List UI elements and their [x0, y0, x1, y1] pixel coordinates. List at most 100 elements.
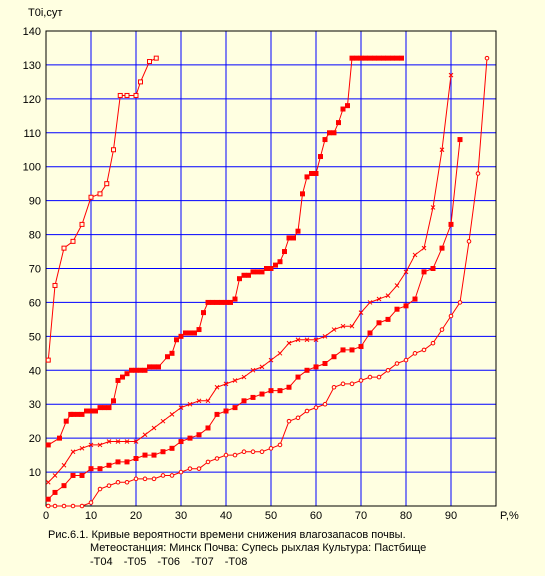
data-point — [340, 323, 346, 329]
data-point — [439, 327, 445, 332]
data-point — [88, 408, 94, 414]
data-point — [133, 439, 139, 444]
data-point — [70, 411, 76, 417]
data-point — [349, 381, 355, 387]
data-point — [394, 361, 400, 366]
data-point — [250, 449, 256, 455]
data-point — [133, 367, 139, 373]
series — [45, 55, 490, 509]
data-point — [313, 364, 319, 370]
data-point — [84, 408, 89, 414]
y-tick-label: 130 — [23, 60, 41, 72]
series-line — [47, 139, 461, 500]
x-tick-label: 0 — [43, 510, 49, 522]
data-point — [241, 398, 247, 404]
data-point — [421, 347, 427, 353]
data-point — [394, 283, 400, 288]
data-point — [295, 228, 301, 234]
data-point — [138, 79, 143, 85]
data-point — [151, 476, 157, 482]
data-point — [421, 245, 427, 251]
data-point — [268, 357, 274, 363]
data-point — [457, 300, 463, 305]
data-point — [124, 439, 130, 444]
data-point — [45, 442, 51, 448]
data-point — [52, 282, 58, 288]
data-point — [57, 435, 62, 441]
data-point — [196, 432, 202, 438]
data-point — [174, 337, 179, 343]
data-point — [336, 120, 341, 126]
series-t04 — [45, 55, 159, 363]
data-point — [358, 378, 364, 383]
x-tick-label: 10 — [85, 510, 97, 522]
data-point — [88, 442, 94, 448]
data-point — [70, 503, 76, 509]
data-point — [448, 313, 454, 319]
data-point — [187, 435, 193, 441]
data-point — [205, 425, 211, 431]
data-point — [381, 55, 386, 61]
data-point — [286, 418, 292, 424]
data-point — [196, 466, 202, 471]
data-point — [430, 205, 436, 210]
data-point — [241, 374, 247, 380]
data-point — [214, 411, 220, 417]
data-point — [45, 479, 51, 485]
data-point — [246, 272, 251, 278]
data-point — [115, 479, 121, 485]
y-tick-label: 140 — [23, 26, 41, 38]
data-point — [104, 181, 110, 187]
data-point — [295, 374, 301, 380]
data-point — [376, 55, 382, 61]
data-point — [223, 299, 229, 305]
y-tick-label: 90 — [29, 196, 41, 208]
data-point — [106, 405, 112, 411]
data-point — [439, 147, 445, 153]
data-point — [79, 445, 85, 451]
data-point — [349, 323, 355, 329]
data-point — [115, 459, 121, 465]
data-point — [52, 503, 58, 509]
data-point — [187, 466, 193, 471]
y-axis-label: T0i,сут — [28, 7, 62, 19]
data-point — [318, 154, 323, 160]
figure-metadata: Метеостанция: Минск Почва: Супесь рыхлая… — [90, 542, 427, 554]
data-point — [97, 466, 103, 472]
data-point — [367, 374, 373, 380]
x-axis-label: P,% — [500, 510, 519, 522]
data-point — [268, 266, 274, 271]
data-point — [133, 92, 139, 98]
data-point — [219, 299, 224, 305]
data-point — [376, 374, 382, 380]
series-line — [48, 58, 488, 507]
data-point — [45, 496, 51, 502]
y-tick-label: 30 — [29, 399, 41, 411]
plot-frame — [45, 30, 497, 507]
data-point — [169, 412, 175, 417]
data-point — [394, 306, 400, 312]
data-point — [367, 300, 373, 305]
y-tick-label: 120 — [23, 94, 41, 106]
data-point — [282, 249, 287, 255]
data-point — [340, 106, 346, 112]
data-point — [70, 238, 76, 244]
data-point — [313, 337, 319, 343]
data-point — [151, 452, 157, 458]
x-tick-label: 50 — [265, 510, 277, 522]
data-point — [111, 398, 116, 404]
series-t05 — [45, 55, 404, 448]
data-point — [241, 449, 247, 455]
x-tick-label: 70 — [355, 510, 367, 522]
data-point — [97, 486, 103, 492]
data-point — [475, 171, 481, 176]
series-line — [48, 57, 402, 446]
data-point — [115, 439, 121, 444]
y-tick-label: 60 — [29, 297, 41, 309]
data-point — [129, 367, 134, 373]
data-point — [430, 266, 436, 271]
data-point — [106, 439, 112, 444]
data-point — [196, 327, 202, 333]
data-point — [232, 405, 238, 411]
data-point — [363, 55, 368, 61]
